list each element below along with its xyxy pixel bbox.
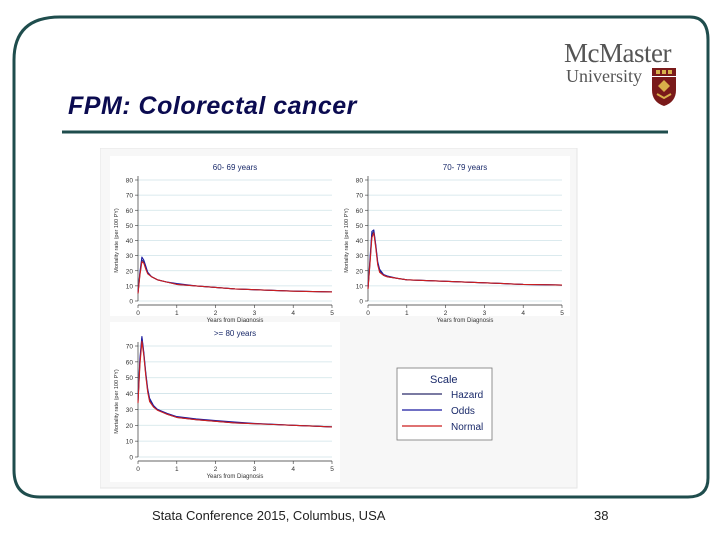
legend-label-normal: Normal	[451, 422, 483, 433]
y-tick-label: 30	[126, 407, 134, 414]
y-tick-label: 30	[126, 253, 134, 260]
y-tick-label: 0	[129, 455, 133, 462]
x-tick-label: 0	[136, 466, 140, 473]
logo-wordmark-line2: University	[566, 66, 642, 86]
x-tick-label: 5	[560, 310, 564, 317]
x-axis-label: Years from Diagnosis	[437, 318, 494, 324]
y-tick-label: 70	[126, 344, 134, 351]
panel-background	[340, 156, 570, 316]
figure-area: 60- 69 years 0 10 20 30 40 50 60 70 80 0 1 2 3 4 5 Years…	[99, 147, 580, 498]
page-number: 38	[594, 508, 609, 523]
y-tick-label: 80	[356, 178, 364, 185]
y-tick-label: 10	[126, 283, 134, 290]
x-tick-label: 4	[291, 310, 295, 317]
university-crest-icon	[652, 68, 676, 106]
y-tick-label: 80	[126, 178, 134, 185]
y-tick-label: 40	[126, 391, 134, 398]
logo-wordmark-line1: McMaster	[564, 38, 671, 68]
footer-conference: Stata Conference 2015, Columbus, USA	[152, 508, 386, 523]
y-tick-label: 0	[129, 299, 133, 306]
y-tick-label: 20	[126, 423, 134, 430]
y-tick-label: 20	[126, 268, 134, 275]
y-tick-label: 60	[126, 208, 134, 215]
y-tick-label: 40	[356, 238, 364, 245]
series-line-normal	[137, 261, 333, 294]
legend-label-odds: Odds	[451, 406, 475, 417]
x-tick-label: 3	[483, 310, 487, 317]
legend-box	[396, 367, 493, 441]
x-tick-label: 2	[214, 310, 218, 317]
x-axis-label: Years from Diagnosis	[207, 474, 264, 480]
x-tick-label: 0	[136, 310, 140, 317]
y-tick-label: 50	[356, 223, 364, 230]
panel-background	[110, 322, 340, 482]
x-tick-label: 5	[330, 310, 334, 317]
y-tick-label: 50	[126, 375, 134, 382]
y-tick-label: 60	[126, 359, 134, 366]
frame-border	[12, 15, 710, 499]
y-tick-label: 50	[126, 223, 134, 230]
series-line-normal	[367, 232, 563, 289]
y-tick-label: 30	[356, 253, 364, 260]
panel-title: >= 80 years	[214, 329, 256, 338]
y-tick-label: 60	[356, 208, 364, 215]
x-tick-label: 0	[366, 310, 370, 317]
y-axis-label: Mortality rate (per 100 PY)	[114, 208, 120, 273]
x-tick-label: 2	[444, 310, 448, 317]
y-tick-label: 10	[356, 283, 364, 290]
y-tick-label: 70	[356, 193, 364, 200]
y-axis-label: Mortality rate (per 100 PY)	[114, 369, 120, 434]
slide-title: FPM: Colorectal cancer	[68, 92, 357, 120]
mcmaster-logo: McMaster University	[560, 38, 685, 108]
y-tick-label: 0	[359, 299, 363, 306]
y-tick-label: 70	[126, 193, 134, 200]
x-tick-label: 1	[405, 310, 409, 317]
y-tick-label: 20	[356, 268, 364, 275]
x-tick-label: 2	[214, 466, 218, 473]
panel-background	[110, 156, 340, 316]
x-tick-label: 3	[253, 310, 257, 317]
series-line-normal	[137, 340, 333, 428]
x-axis-label: Years from Diagnosis	[207, 318, 264, 324]
x-tick-label: 1	[175, 310, 179, 317]
x-tick-label: 3	[253, 466, 257, 473]
x-tick-label: 4	[521, 310, 525, 317]
legend-label-hazard: Hazard	[451, 390, 483, 401]
y-axis-label: Mortality rate (per 100 PY)	[344, 208, 350, 273]
y-tick-label: 40	[126, 238, 134, 245]
x-tick-label: 1	[175, 466, 179, 473]
panel-title: 60- 69 years	[213, 163, 257, 172]
legend-title: Scale	[430, 374, 458, 386]
y-tick-label: 10	[126, 439, 134, 446]
panel-title: 70- 79 years	[443, 163, 487, 172]
x-tick-label: 5	[330, 466, 334, 473]
x-tick-label: 4	[291, 466, 295, 473]
